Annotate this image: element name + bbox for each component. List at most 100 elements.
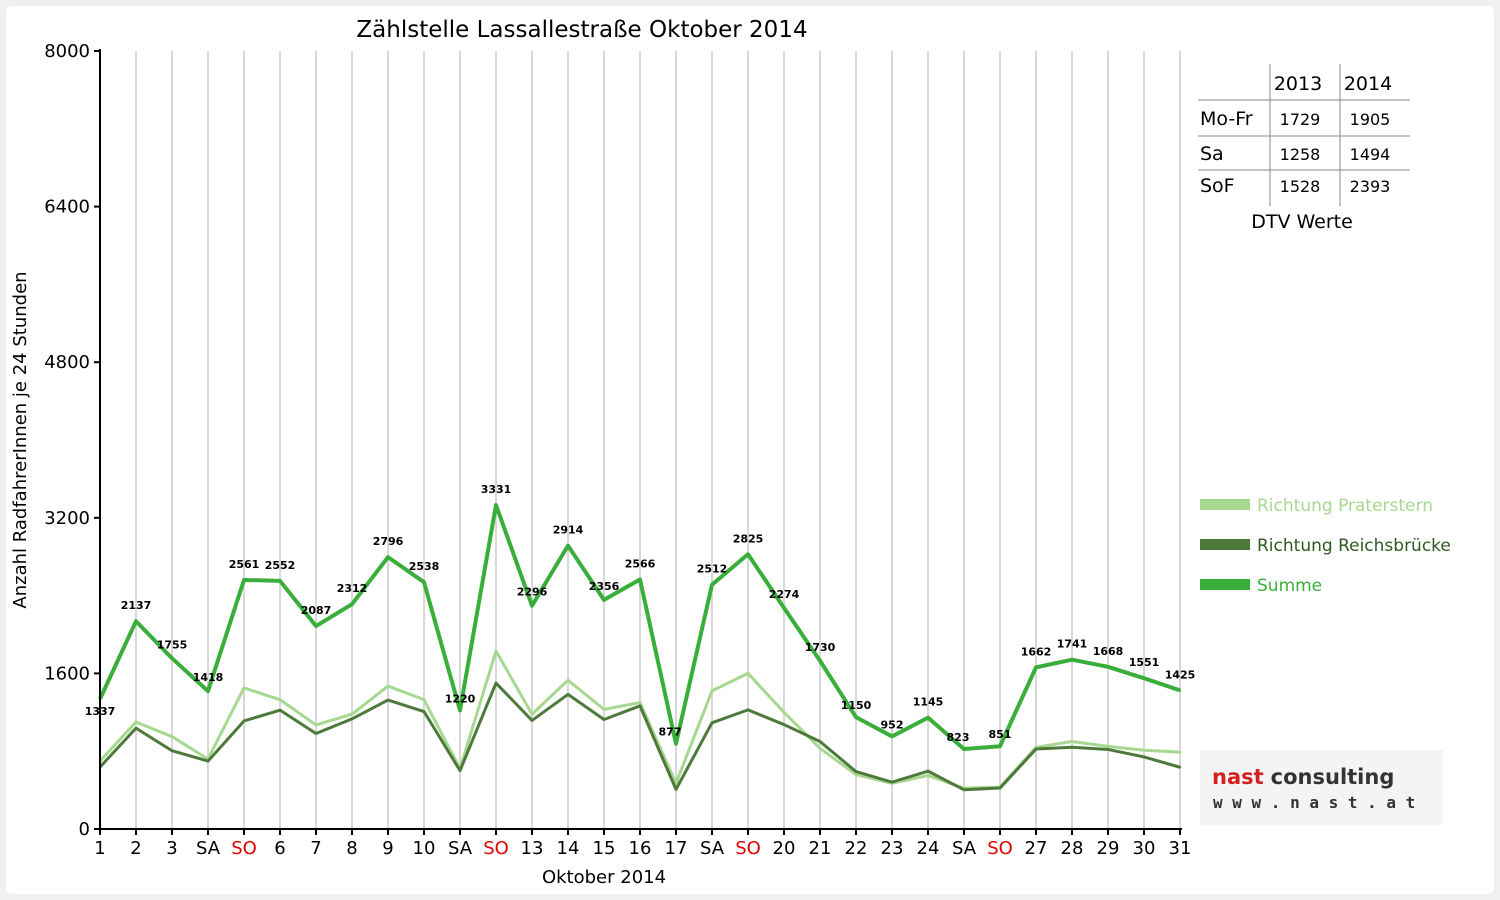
data-label: 1425 xyxy=(1165,668,1196,681)
data-point xyxy=(890,780,894,784)
data-label: 2296 xyxy=(517,586,548,599)
data-point xyxy=(746,553,750,556)
data-point xyxy=(998,786,1002,790)
legend-swatch xyxy=(1200,539,1250,550)
data-point xyxy=(134,726,138,730)
data-point xyxy=(530,713,534,716)
data-point xyxy=(206,689,210,693)
table-cell: 1258 xyxy=(1280,145,1321,164)
table-cell: 1729 xyxy=(1280,110,1321,129)
data-point xyxy=(206,759,210,763)
data-label: 2552 xyxy=(265,559,296,572)
data-point xyxy=(170,749,174,752)
data-label: 1662 xyxy=(1021,645,1052,658)
data-point xyxy=(1178,766,1182,769)
data-label: 2538 xyxy=(409,560,440,573)
dtv-table: 2013 2014 Mo-Fr 1729 1905 Sa 1258 1494 S… xyxy=(1198,64,1410,233)
data-point xyxy=(242,578,246,582)
data-point xyxy=(818,747,822,750)
legend-label: Richtung Reichsbrücke xyxy=(1257,536,1451,556)
data-label: 1418 xyxy=(193,671,224,684)
x-tick-label: 17 xyxy=(665,838,688,859)
table-cell: 1905 xyxy=(1350,110,1391,129)
chart-frame xyxy=(6,6,1494,894)
data-point xyxy=(854,773,858,776)
data-point xyxy=(170,735,174,738)
table-cell: 2393 xyxy=(1350,177,1391,196)
data-point xyxy=(134,619,138,623)
data-point xyxy=(1070,746,1074,749)
x-tick-label: 15 xyxy=(593,838,616,859)
data-point xyxy=(242,719,246,723)
data-point xyxy=(746,672,750,675)
data-label: 2312 xyxy=(337,582,368,595)
data-point xyxy=(890,735,894,738)
data-point xyxy=(1106,745,1110,748)
data-point xyxy=(962,788,966,792)
data-label: 2566 xyxy=(625,557,656,570)
data-label: 1220 xyxy=(445,692,476,705)
x-tick-label: SO xyxy=(987,838,1013,859)
data-label: 823 xyxy=(947,731,970,744)
data-point xyxy=(494,681,498,685)
data-point xyxy=(1106,665,1110,668)
data-label: 2825 xyxy=(733,532,764,545)
data-point xyxy=(458,769,462,772)
data-label: 1150 xyxy=(841,699,872,712)
x-tick-label: 27 xyxy=(1025,838,1048,859)
data-label: 2561 xyxy=(229,558,260,571)
logo: nast consulting w w w . n a s t . a t xyxy=(1200,750,1443,825)
data-label: 851 xyxy=(989,728,1012,741)
table-row-label: SoF xyxy=(1200,175,1235,197)
data-point xyxy=(1142,676,1146,680)
data-point xyxy=(782,606,786,610)
data-label: 1730 xyxy=(805,641,836,654)
data-point xyxy=(170,657,174,660)
x-tick-label: 22 xyxy=(845,838,868,859)
y-tick-label: 8000 xyxy=(44,41,90,62)
x-tick-label: 9 xyxy=(382,838,393,859)
data-label: 2274 xyxy=(769,588,800,601)
table-caption: DTV Werte xyxy=(1251,211,1353,233)
data-label: 1755 xyxy=(157,638,188,651)
data-point xyxy=(602,598,606,602)
x-tick-label: 28 xyxy=(1061,838,1084,859)
data-label: 1145 xyxy=(913,696,944,709)
x-tick-label: 13 xyxy=(521,838,544,859)
data-point xyxy=(962,747,966,751)
x-tick-label: SA xyxy=(952,838,977,859)
data-point xyxy=(314,624,318,628)
data-label: 1741 xyxy=(1057,638,1088,651)
data-point xyxy=(386,684,390,688)
data-point xyxy=(1178,750,1182,754)
data-point xyxy=(746,708,750,712)
logo-text: nast consulting xyxy=(1212,765,1394,789)
x-tick-label: SA xyxy=(196,838,221,859)
x-tick-label: 10 xyxy=(413,838,436,859)
legend-label: Richtung Praterstern xyxy=(1257,496,1433,516)
x-tick-label: 8 xyxy=(346,838,357,859)
data-point xyxy=(818,659,822,662)
logo-url: w w w . n a s t . a t xyxy=(1213,793,1415,812)
x-tick-label: 23 xyxy=(881,838,904,859)
y-tick-label: 1600 xyxy=(44,663,90,684)
x-tick-label: 31 xyxy=(1169,838,1192,859)
data-point xyxy=(566,693,570,696)
data-point xyxy=(674,782,678,785)
data-label: 2356 xyxy=(589,580,620,593)
data-label: 2796 xyxy=(373,535,404,548)
data-point xyxy=(1070,740,1074,743)
legend-swatch xyxy=(1200,579,1250,590)
data-point xyxy=(1106,748,1110,751)
x-tick-label: 21 xyxy=(809,838,832,859)
data-point xyxy=(350,602,354,606)
table-header-2014: 2014 xyxy=(1344,73,1392,95)
x-tick-label: 3 xyxy=(166,838,177,859)
y-tick-label: 0 xyxy=(79,819,90,840)
data-point xyxy=(926,716,930,719)
x-tick-label: SA xyxy=(700,838,725,859)
x-tick-label: 14 xyxy=(557,838,580,859)
data-point xyxy=(278,698,282,701)
data-point xyxy=(350,713,354,716)
x-tick-label: SO xyxy=(231,838,257,859)
